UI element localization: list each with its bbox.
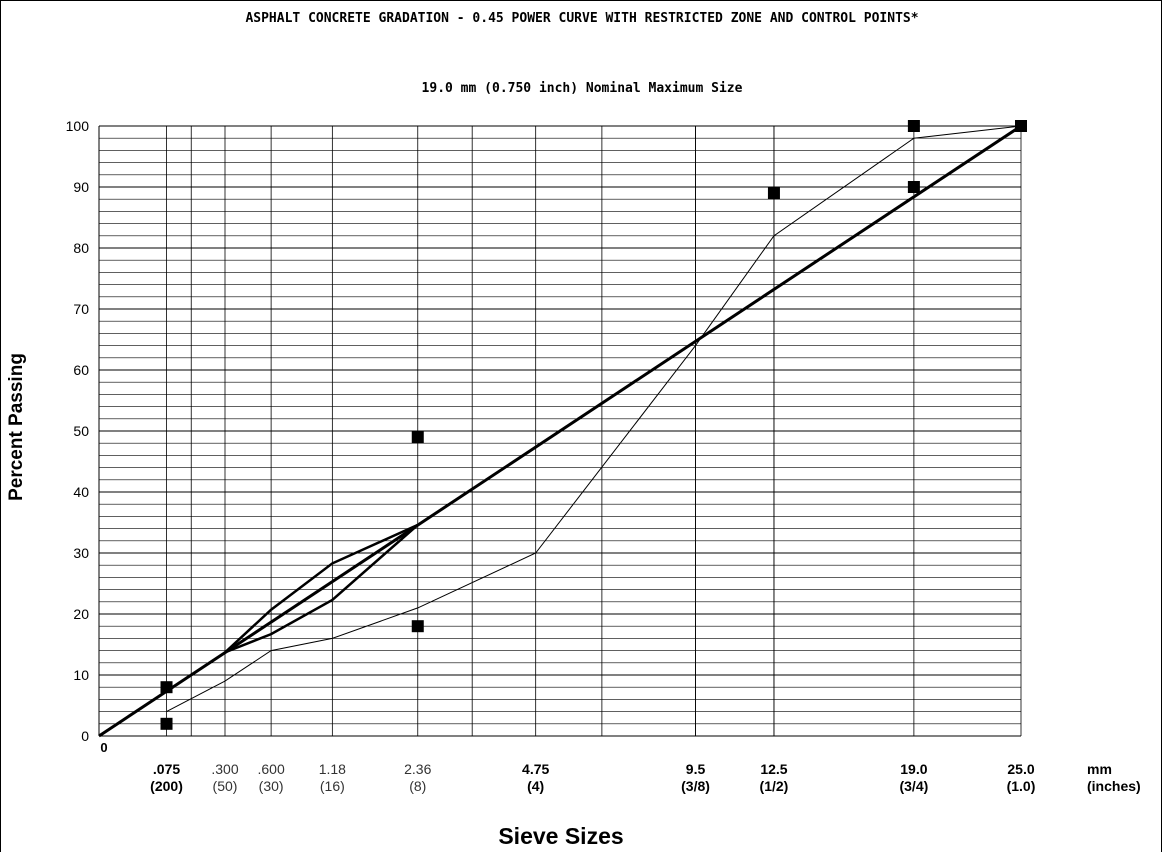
control-point — [160, 717, 173, 730]
y-tick-label: 10 — [73, 667, 89, 683]
restricted-zone-line — [224, 523, 419, 654]
chart-title: ASPHALT CONCRETE GRADATION - 0.45 POWER … — [245, 11, 919, 26]
tick-labels: 0 10 20 30 40 50 60 70 80 90 100 0 .075(200) .300(50)… — [66, 118, 1141, 794]
x-tick-label: .300 — [211, 761, 238, 777]
x-tick-sieve-label: (8) — [409, 778, 426, 794]
x-tick-sieve-label: (4) — [527, 778, 544, 794]
x-tick-label: 12.5 — [760, 761, 787, 777]
x-tick-sieve-label: (16) — [320, 778, 345, 794]
x-tick-label: 4.75 — [522, 761, 549, 777]
x-tick-label: .075 — [153, 761, 180, 777]
control-point — [907, 181, 920, 193]
control-point — [1015, 120, 1027, 132]
y-tick-label: 60 — [73, 362, 89, 378]
x-tick-label: mm — [1087, 761, 1112, 777]
x-origin-label: 0 — [100, 740, 107, 755]
control-point — [907, 120, 920, 132]
chart-subtitle: 19.0 mm (0.750 inch) Nominal Maximum Siz… — [421, 81, 743, 96]
x-tick-sieve-label: (50) — [213, 778, 238, 794]
y-tick-label: 0 — [81, 728, 89, 744]
gradation-line — [166, 125, 1022, 713]
y-tick-label: 30 — [73, 545, 89, 561]
x-tick-label: 25.0 — [1007, 761, 1034, 777]
restricted-zone-line — [224, 523, 419, 654]
control-point — [411, 620, 424, 633]
x-tick-sieve-label: (3/4) — [899, 778, 928, 794]
x-tick-label: .600 — [257, 761, 284, 777]
x-tick-sieve-label: (1/2) — [760, 778, 789, 794]
series — [98, 124, 1022, 738]
x-tick-label: 2.36 — [404, 761, 431, 777]
y-tick-label: 70 — [73, 301, 89, 317]
x-tick-sieve-label: (3/8) — [681, 778, 710, 794]
control-point — [411, 431, 424, 444]
max-density-line — [98, 124, 1022, 738]
y-tick-label: 80 — [73, 240, 89, 256]
x-axis-label: Sieve Sizes — [498, 823, 624, 849]
y-tick-label: 50 — [73, 423, 89, 439]
y-tick-label: 40 — [73, 484, 89, 500]
x-tick-label: 9.5 — [686, 761, 706, 777]
control-point — [160, 681, 173, 694]
x-tick-label: 19.0 — [900, 761, 927, 777]
x-tick-sieve-label: (200) — [150, 778, 183, 794]
x-tick-sieve-label: (inches) — [1087, 778, 1141, 794]
x-tick-sieve-label: (1.0) — [1007, 778, 1036, 794]
y-tick-label: 100 — [66, 118, 90, 134]
x-tick-label: 1.18 — [319, 761, 346, 777]
control-points — [160, 120, 1027, 730]
y-tick-label: 20 — [73, 606, 89, 622]
control-point — [767, 187, 780, 200]
x-tick-sieve-label: (30) — [259, 778, 284, 794]
y-tick-label: 90 — [73, 179, 89, 195]
